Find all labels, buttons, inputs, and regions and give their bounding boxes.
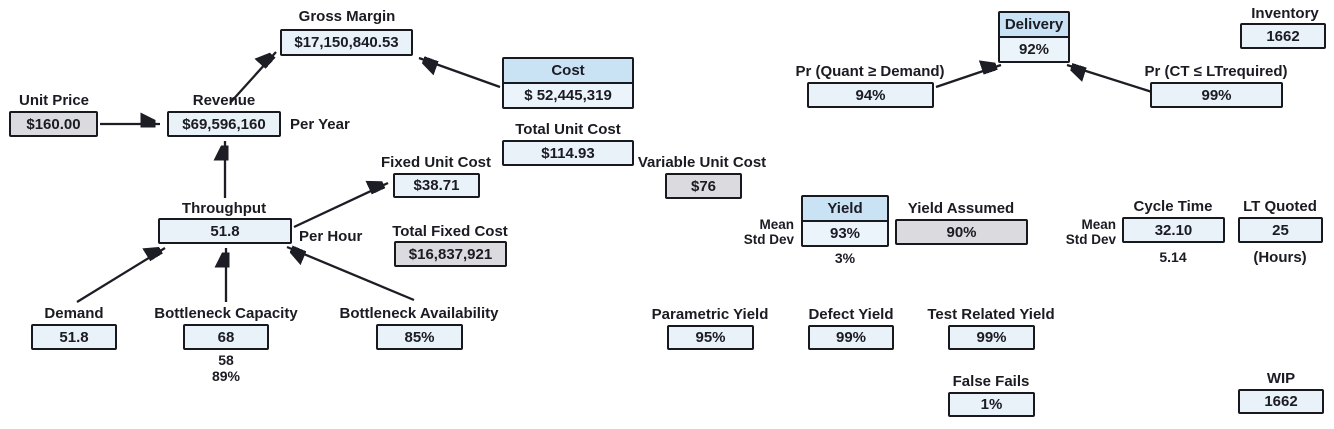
fixed-unit-cost-label: Fixed Unit Cost — [380, 154, 492, 171]
bottleneck-availability-value: 85% — [404, 328, 435, 346]
lt-quoted-unit-note: (Hours) — [1253, 249, 1307, 266]
variable-unit-cost-value: $76 — [690, 177, 717, 195]
bottleneck-capacity-label: Bottleneck Capacity — [154, 305, 298, 322]
defect-yield-label: Defect Yield — [808, 306, 894, 323]
cycle-time-side-stddev: Std Dev — [1065, 232, 1116, 247]
defect-yield-value-box: 99% — [808, 325, 894, 350]
demand-value-box: 51.8 — [31, 324, 117, 350]
inventory-value-box: 1662 — [1240, 23, 1326, 49]
inventory-label: Inventory — [1251, 5, 1319, 22]
total-unit-cost-value-box: $114.93 — [502, 140, 634, 166]
unit-price-label: Unit Price — [18, 92, 90, 109]
yield-value: 93% — [803, 222, 887, 245]
demand-label: Demand — [44, 305, 104, 322]
arrow-bottleneck-availability-to-throughput — [286, 247, 415, 302]
pr-ct-le-lt-required-label: Pr (CT ≤ LTrequired) — [1144, 63, 1288, 80]
delivery-value: 92% — [1000, 38, 1068, 61]
arrow-pr-ct-to-delivery — [1066, 65, 1153, 94]
fixed-unit-cost-value-box: $38.71 — [393, 173, 480, 198]
yield-assumed-value: 90% — [946, 223, 977, 241]
wip-label: WIP — [1266, 370, 1296, 387]
false-fails-value-box: 1% — [948, 392, 1035, 417]
gross-margin-label: Gross Margin — [298, 8, 396, 25]
pr-quant-ge-demand-label: Pr (Quant ≥ Demand) — [795, 63, 945, 80]
unit-price-value: $160.00 — [26, 115, 81, 133]
delivery-header: Delivery — [1000, 13, 1068, 38]
cycle-time-side-label: Mean Std Dev — [1066, 217, 1116, 247]
demand-value: 51.8 — [59, 328, 89, 346]
yield-stddev-value: 3% — [834, 250, 856, 266]
yield-assumed-label: Yield Assumed — [907, 200, 1015, 217]
pr-quant-ge-demand-value: 94% — [855, 86, 886, 104]
bottleneck-capacity-value-box: 68 — [183, 324, 269, 350]
revenue-value-box: $69,596,160 — [167, 111, 281, 137]
cost-value: $ 52,445,319 — [504, 84, 632, 107]
bottleneck-availability-value-box: 85% — [376, 324, 463, 350]
total-fixed-cost-label: Total Fixed Cost — [392, 223, 508, 240]
pr-ct-le-lt-required-value: 99% — [1201, 86, 1232, 104]
variable-unit-cost-value-box: $76 — [665, 173, 742, 199]
bottleneck-capacity-value: 68 — [217, 328, 235, 346]
yield-side-label: Mean Std Dev — [744, 217, 794, 247]
gross-margin-value: $17,150,840.53 — [294, 34, 399, 51]
false-fails-value: 1% — [980, 396, 1003, 413]
cycle-time-value: 32.10 — [1154, 221, 1193, 239]
total-unit-cost-value: $114.93 — [541, 144, 595, 162]
bottleneck-capacity-sub1: 58 — [218, 352, 234, 368]
throughput-unit-note: Per Hour — [299, 228, 363, 245]
cycle-time-label: Cycle Time — [1133, 198, 1213, 215]
total-fixed-cost-value: $16,837,921 — [408, 245, 493, 263]
bottleneck-capacity-sub2: 89% — [211, 368, 241, 384]
revenue-unit-note: Per Year — [290, 116, 350, 133]
total-unit-cost-label: Total Unit Cost — [515, 121, 621, 138]
parametric-yield-label: Parametric Yield — [651, 306, 769, 323]
yield-assumed-value-box: 90% — [895, 219, 1028, 245]
throughput-label: Throughput — [181, 200, 267, 217]
bottleneck-availability-label: Bottleneck Availability — [339, 305, 499, 322]
yield-side-stddev: Std Dev — [743, 232, 794, 247]
lt-quoted-value: 25 — [1272, 221, 1289, 239]
pr-ct-le-lt-required-value-box: 99% — [1150, 82, 1283, 108]
throughput-value: 51.8 — [210, 222, 240, 240]
inventory-value: 1662 — [1266, 27, 1300, 45]
defect-yield-value: 99% — [835, 329, 867, 346]
unit-price-value-box: $160.00 — [9, 111, 98, 137]
yield-header: Yield — [803, 197, 887, 222]
variable-unit-cost-label: Variable Unit Cost — [637, 154, 767, 171]
arrow-throughput-to-fixed-unit-cost — [293, 183, 389, 229]
cycle-time-value-box: 32.10 — [1122, 217, 1225, 243]
test-related-yield-value-box: 99% — [948, 325, 1035, 350]
pr-quant-ge-demand-value-box: 94% — [807, 82, 934, 108]
false-fails-label: False Fails — [952, 373, 1030, 390]
arrow-revenue-to-gross-margin — [229, 52, 277, 104]
throughput-value-box: 51.8 — [158, 218, 292, 244]
gross-margin-value-box: $17,150,840.53 — [280, 29, 413, 56]
revenue-value: $69,596,160 — [182, 115, 266, 133]
parametric-yield-value: 95% — [695, 329, 726, 346]
cost-node: Cost $ 52,445,319 — [502, 57, 634, 109]
parametric-yield-value-box: 95% — [667, 325, 754, 350]
arrow-cost-to-gross-margin — [418, 58, 501, 89]
yield-node: Yield 93% — [801, 195, 889, 247]
fixed-unit-cost-value: $38.71 — [413, 177, 460, 194]
lt-quoted-value-box: 25 — [1238, 217, 1323, 243]
cost-header: Cost — [504, 59, 632, 84]
delivery-node: Delivery 92% — [998, 11, 1070, 63]
arrow-demand-to-throughput — [76, 248, 166, 303]
revenue-label: Revenue — [192, 92, 256, 109]
wip-value-box: 1662 — [1238, 389, 1324, 414]
cycle-time-side-mean: Mean — [1081, 217, 1116, 232]
yield-side-mean: Mean — [759, 217, 794, 232]
wip-value: 1662 — [1264, 393, 1298, 410]
arrow-pr-quant-to-delivery — [935, 65, 1002, 89]
test-related-yield-label: Test Related Yield — [927, 306, 1055, 323]
total-fixed-cost-value-box: $16,837,921 — [394, 241, 507, 267]
lt-quoted-label: LT Quoted — [1243, 198, 1317, 215]
cycle-time-stddev-value: 5.14 — [1159, 249, 1187, 265]
test-related-yield-value: 99% — [976, 329, 1007, 346]
